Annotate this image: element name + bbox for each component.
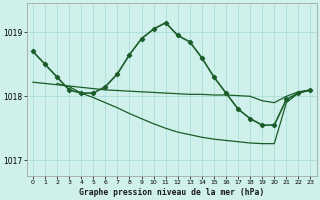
X-axis label: Graphe pression niveau de la mer (hPa): Graphe pression niveau de la mer (hPa)	[79, 188, 264, 197]
